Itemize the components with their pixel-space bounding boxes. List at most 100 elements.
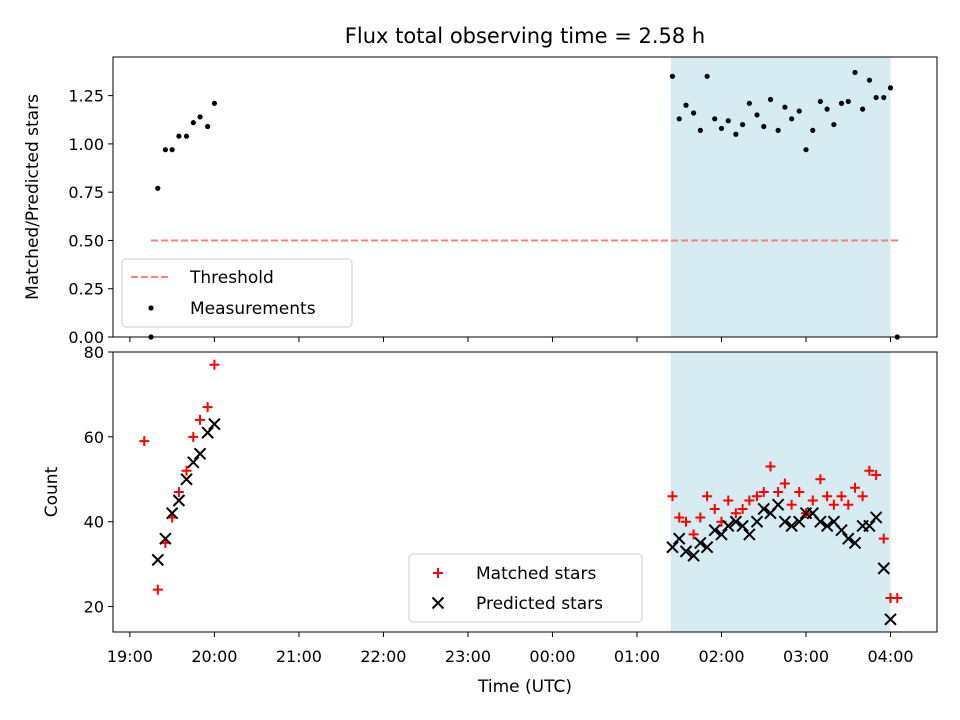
y-tick-label: 80 xyxy=(84,343,104,362)
predicted-star-point xyxy=(708,523,721,537)
matched-star-point xyxy=(680,516,691,527)
matched-star-point xyxy=(674,512,685,523)
matched-star-point xyxy=(152,584,163,595)
legend-measurements-label: Measurements xyxy=(190,299,316,319)
measurement-point xyxy=(845,98,851,105)
predicted-star-point xyxy=(172,494,186,507)
predicted-star-point xyxy=(736,519,749,533)
measurement-point xyxy=(831,121,837,128)
predicted-star-point xyxy=(877,562,890,575)
predicted-star-point xyxy=(848,536,862,550)
predicted-star-point xyxy=(694,536,707,550)
predicted-star-point xyxy=(201,426,214,439)
measurement-point xyxy=(767,96,774,103)
legend-matched-swatch xyxy=(433,568,443,578)
chart-title: Flux total observing time = 2.58 h xyxy=(345,24,705,48)
measurement-point xyxy=(691,110,697,116)
matched-star-point xyxy=(737,503,748,514)
predicted-star-point xyxy=(757,502,770,516)
matched-star-point xyxy=(794,487,805,497)
predicted-star-point xyxy=(151,553,164,567)
matched-star-point xyxy=(807,495,818,506)
matched-star-point xyxy=(139,436,150,447)
measurement-point xyxy=(669,73,676,79)
top-legend: Threshold Measurements xyxy=(121,258,353,328)
matched-star-point xyxy=(744,495,755,506)
matched-star-point xyxy=(822,491,833,502)
y-tick-label: 0.75 xyxy=(68,183,104,202)
bottom-axes-frame xyxy=(112,351,938,633)
ratio-panel: 0.00 0.25 0.50 0.75 1.00 1.25 Matched/Predict… xyxy=(23,56,938,347)
measurement-point xyxy=(782,104,788,110)
predicted-star-point xyxy=(814,515,827,528)
y-tick-label: 0.50 xyxy=(68,231,104,250)
measurement-point xyxy=(803,147,809,153)
top-axes-frame xyxy=(112,56,938,338)
top-y-ticks: 0.00 0.25 0.50 0.75 1.00 1.25 xyxy=(68,87,113,347)
measurement-point xyxy=(761,123,767,130)
y-tick-label: 40 xyxy=(84,513,104,532)
predicted-star-point xyxy=(884,613,897,626)
measurement-point xyxy=(775,127,781,133)
bottom-legend: Matched stars Predicted stars xyxy=(408,553,643,623)
matched-star-point xyxy=(702,491,713,502)
matched-star-point xyxy=(815,474,826,485)
x-tick-label: 00:00 xyxy=(529,647,575,666)
matched-star-point xyxy=(843,499,854,510)
measurement-point xyxy=(852,69,858,76)
matched-star-point xyxy=(871,470,882,481)
predicted-star-point xyxy=(729,515,743,528)
measurement-point xyxy=(718,125,725,132)
predicted-star-point xyxy=(165,507,179,520)
matched-star-point xyxy=(751,491,762,502)
predicted-star-point xyxy=(722,519,735,533)
matched-star-point xyxy=(695,512,706,523)
measurement-point xyxy=(733,131,739,137)
x-tick-label: 03:00 xyxy=(783,647,829,666)
measurement-point xyxy=(683,102,689,108)
predicted-star-point xyxy=(159,532,172,545)
bottom-marks xyxy=(139,359,903,626)
matched-star-point xyxy=(202,402,213,413)
predicted-star-point xyxy=(863,519,876,533)
matched-star-point xyxy=(730,508,741,519)
predicted-star-point xyxy=(187,456,200,469)
bottom-y-ticks: 20 40 60 80 xyxy=(84,343,113,617)
count-panel: 20 40 60 80 19:00 20:00 21:00 22:00 23:00 00:00 0… xyxy=(42,343,938,697)
x-tick-label: 01:00 xyxy=(614,647,660,666)
predicted-star-point xyxy=(750,515,764,528)
legend-matched-label: Matched stars xyxy=(476,564,596,584)
matched-star-point xyxy=(688,529,699,540)
y-tick-label: 0.00 xyxy=(68,328,104,347)
matched-star-point xyxy=(857,491,868,502)
matched-star-point xyxy=(864,465,875,476)
matched-star-point xyxy=(195,414,206,425)
measurement-point xyxy=(704,73,710,79)
matched-star-point xyxy=(709,503,720,514)
matched-star-point xyxy=(850,482,861,493)
measurement-point xyxy=(881,94,887,101)
predicted-star-point xyxy=(687,549,700,562)
y-tick-label: 20 xyxy=(84,598,104,617)
measurement-point xyxy=(789,116,795,122)
predicted-star-point xyxy=(679,545,693,558)
measurement-point xyxy=(190,120,196,126)
predicted-star-point xyxy=(771,498,785,511)
matched-star-point xyxy=(723,495,734,506)
x-tick-label: 20:00 xyxy=(191,647,237,666)
x-tick-label: 02:00 xyxy=(698,647,744,666)
legend-threshold-label: Threshold xyxy=(189,268,274,288)
predicted-star-point xyxy=(180,473,193,486)
matched-star-point xyxy=(181,465,192,476)
x-tick-label: 22:00 xyxy=(360,647,406,666)
x-tick-label: 21:00 xyxy=(276,647,322,666)
predicted-star-point xyxy=(673,532,686,545)
predicted-star-point xyxy=(743,528,756,541)
predicted-star-point xyxy=(700,540,714,554)
top-shaded-region xyxy=(670,57,891,337)
measurement-point xyxy=(697,127,703,133)
legend-predicted-swatch xyxy=(431,596,445,610)
legend-frame xyxy=(121,258,353,328)
measurement-point xyxy=(860,106,866,112)
